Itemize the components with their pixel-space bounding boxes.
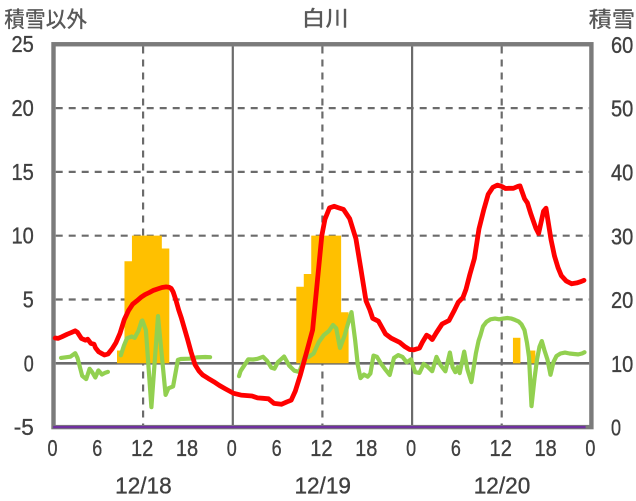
svg-text:-5: -5	[14, 414, 34, 440]
svg-text:6: 6	[92, 435, 102, 461]
svg-text:30: 30	[611, 223, 633, 249]
svg-text:40: 40	[611, 160, 633, 186]
svg-text:5: 5	[23, 287, 34, 313]
svg-text:12: 12	[131, 435, 153, 461]
svg-text:12: 12	[310, 435, 332, 461]
svg-text:10: 10	[611, 351, 633, 377]
svg-text:0: 0	[227, 435, 237, 461]
svg-text:12/20: 12/20	[474, 473, 531, 499]
svg-text:20: 20	[12, 95, 34, 121]
svg-text:50: 50	[611, 96, 633, 122]
svg-text:12/19: 12/19	[294, 473, 351, 499]
svg-text:0: 0	[24, 350, 34, 376]
svg-text:18: 18	[176, 435, 198, 461]
svg-text:0: 0	[585, 435, 595, 461]
svg-text:18: 18	[355, 435, 377, 461]
svg-text:10: 10	[12, 223, 34, 249]
svg-text:0: 0	[48, 435, 58, 461]
svg-text:0: 0	[406, 435, 416, 461]
svg-text:6: 6	[272, 435, 282, 461]
svg-text:25: 25	[12, 31, 34, 57]
svg-text:6: 6	[451, 435, 461, 461]
svg-text:15: 15	[12, 159, 34, 185]
svg-text:20: 20	[611, 287, 633, 313]
svg-text:18: 18	[534, 435, 556, 461]
svg-text:12: 12	[490, 435, 512, 461]
svg-text:0: 0	[611, 415, 621, 441]
svg-text:12/18: 12/18	[115, 473, 172, 499]
svg-text:60: 60	[611, 32, 633, 58]
